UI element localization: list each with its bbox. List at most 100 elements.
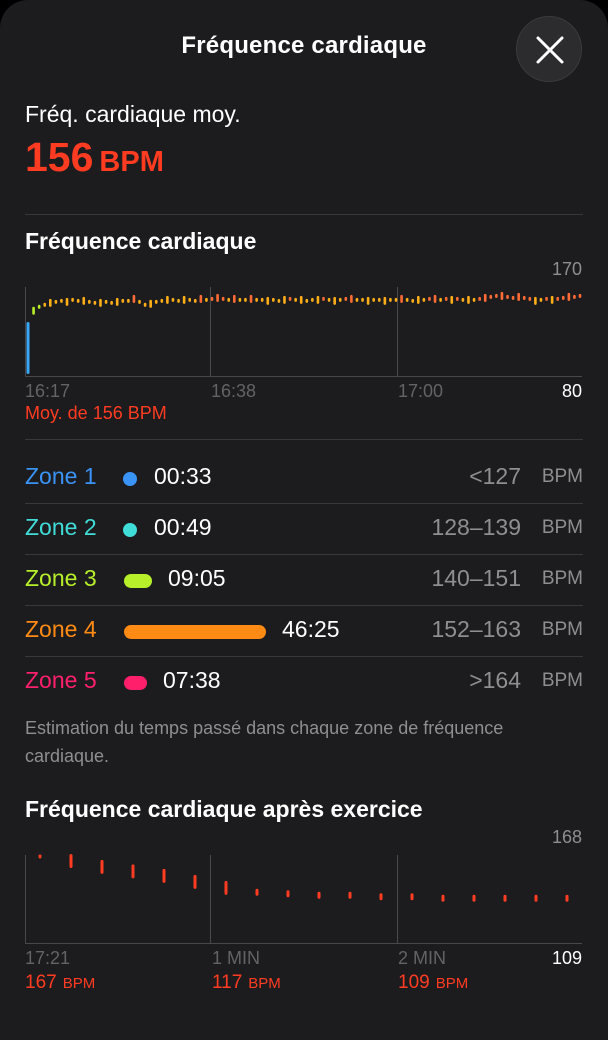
hr-point xyxy=(154,299,158,304)
hr-point xyxy=(311,297,314,302)
hr-point xyxy=(166,295,169,304)
divider xyxy=(25,605,583,606)
hr-point xyxy=(461,297,465,302)
hr-point xyxy=(305,298,309,303)
hr-point xyxy=(104,299,108,304)
hr-point xyxy=(506,294,509,299)
recovery-x-label-2min: 2 MIN xyxy=(398,948,446,968)
recovery-y-min-label: 109 xyxy=(552,948,582,968)
hr-point xyxy=(450,295,454,304)
hr-point xyxy=(483,293,487,302)
zone-range: >164 xyxy=(469,667,521,693)
hr-point xyxy=(394,297,398,302)
hr-point xyxy=(578,293,582,298)
hr-point xyxy=(171,297,175,302)
hr-point xyxy=(277,298,281,303)
hr-point xyxy=(322,296,325,301)
hr-point xyxy=(32,306,35,315)
zone-row: Zone 5 07:38 >164 BPM xyxy=(25,657,583,708)
recovery-point xyxy=(317,891,321,899)
hr-point xyxy=(49,298,52,307)
hr-point xyxy=(260,297,264,302)
recovery-point xyxy=(131,864,135,879)
hr-point xyxy=(99,298,102,307)
zone-row: Zone 3 09:05 140–151 BPM xyxy=(25,555,583,606)
hr-point xyxy=(205,297,208,302)
recovery-value-unit: BPM xyxy=(248,975,281,992)
hr-point xyxy=(283,295,286,304)
page-title: Fréquence cardiaque xyxy=(181,32,427,59)
recovery-point xyxy=(286,890,290,898)
average-hr-value: 156 BPM xyxy=(25,134,164,181)
hr-y-min-label: 80 xyxy=(562,381,582,401)
recovery-value-number: 109 xyxy=(398,972,430,993)
hr-point xyxy=(193,298,197,303)
divider xyxy=(25,503,583,504)
hr-point xyxy=(76,298,80,303)
average-hr-number: 156 xyxy=(25,134,94,180)
hr-point xyxy=(143,302,147,307)
recovery-y-max-label: 168 xyxy=(552,827,582,847)
recovery-point xyxy=(441,894,445,902)
hr-point xyxy=(372,297,375,302)
hr-chart-title: Fréquence cardiaque xyxy=(25,228,257,254)
zone-time: 00:33 xyxy=(154,463,212,489)
zone-name: Zone 1 xyxy=(25,463,97,489)
hr-point xyxy=(60,298,63,303)
hr-x-label-mid: 16:38 xyxy=(211,381,256,401)
recovery-point xyxy=(534,894,538,902)
hr-point xyxy=(88,299,91,304)
hr-point xyxy=(244,297,247,302)
recovery-point xyxy=(100,859,104,874)
hr-point xyxy=(216,293,219,302)
zone-time: 00:49 xyxy=(154,514,212,540)
hr-point xyxy=(327,297,331,302)
hr-point xyxy=(160,298,164,303)
zone-name: Zone 5 xyxy=(25,667,97,693)
hr-point xyxy=(54,299,58,304)
hr-point xyxy=(377,297,381,302)
hr-point xyxy=(478,296,481,301)
hr-point xyxy=(82,296,86,305)
hr-point xyxy=(366,296,370,305)
hr-point xyxy=(188,297,191,302)
recovery-point xyxy=(410,893,414,901)
zone-duration-bar xyxy=(124,574,152,588)
hr-point xyxy=(444,296,448,301)
recovery-value-1min: 117 BPM xyxy=(212,972,281,994)
hr-point xyxy=(71,297,74,302)
average-hr-label: Fréq. cardiaque moy. xyxy=(25,101,241,127)
hr-point xyxy=(439,297,442,302)
zone-unit: BPM xyxy=(541,619,583,640)
hr-point xyxy=(383,296,387,305)
close-button[interactable] xyxy=(516,16,582,82)
hr-point xyxy=(344,296,348,301)
recovery-chart-title: Fréquence cardiaque après exercice xyxy=(25,796,423,822)
hr-point xyxy=(355,297,359,302)
recovery-value-start: 167 BPM xyxy=(25,972,95,994)
recovery-value-unit: BPM xyxy=(435,975,469,992)
hr-point xyxy=(294,297,297,302)
hr-point xyxy=(227,297,231,302)
hr-point xyxy=(489,294,493,299)
divider xyxy=(25,554,583,555)
hr-point xyxy=(110,300,113,305)
hr-point xyxy=(545,296,548,301)
recovery-value-2min: 109 BPM xyxy=(398,972,468,994)
recovery-point xyxy=(472,894,476,902)
hr-x-label-start: 16:17 xyxy=(25,381,70,401)
hr-point xyxy=(522,295,526,300)
hr-point xyxy=(255,297,258,302)
hr-point xyxy=(299,295,303,304)
hr-point xyxy=(467,295,470,304)
hr-point xyxy=(272,297,275,302)
hr-point xyxy=(534,296,537,305)
hr-point xyxy=(115,297,119,306)
zone-duration-bar xyxy=(124,625,266,639)
hr-point xyxy=(65,297,69,306)
hr-point xyxy=(400,294,403,303)
hr-point xyxy=(182,295,186,304)
